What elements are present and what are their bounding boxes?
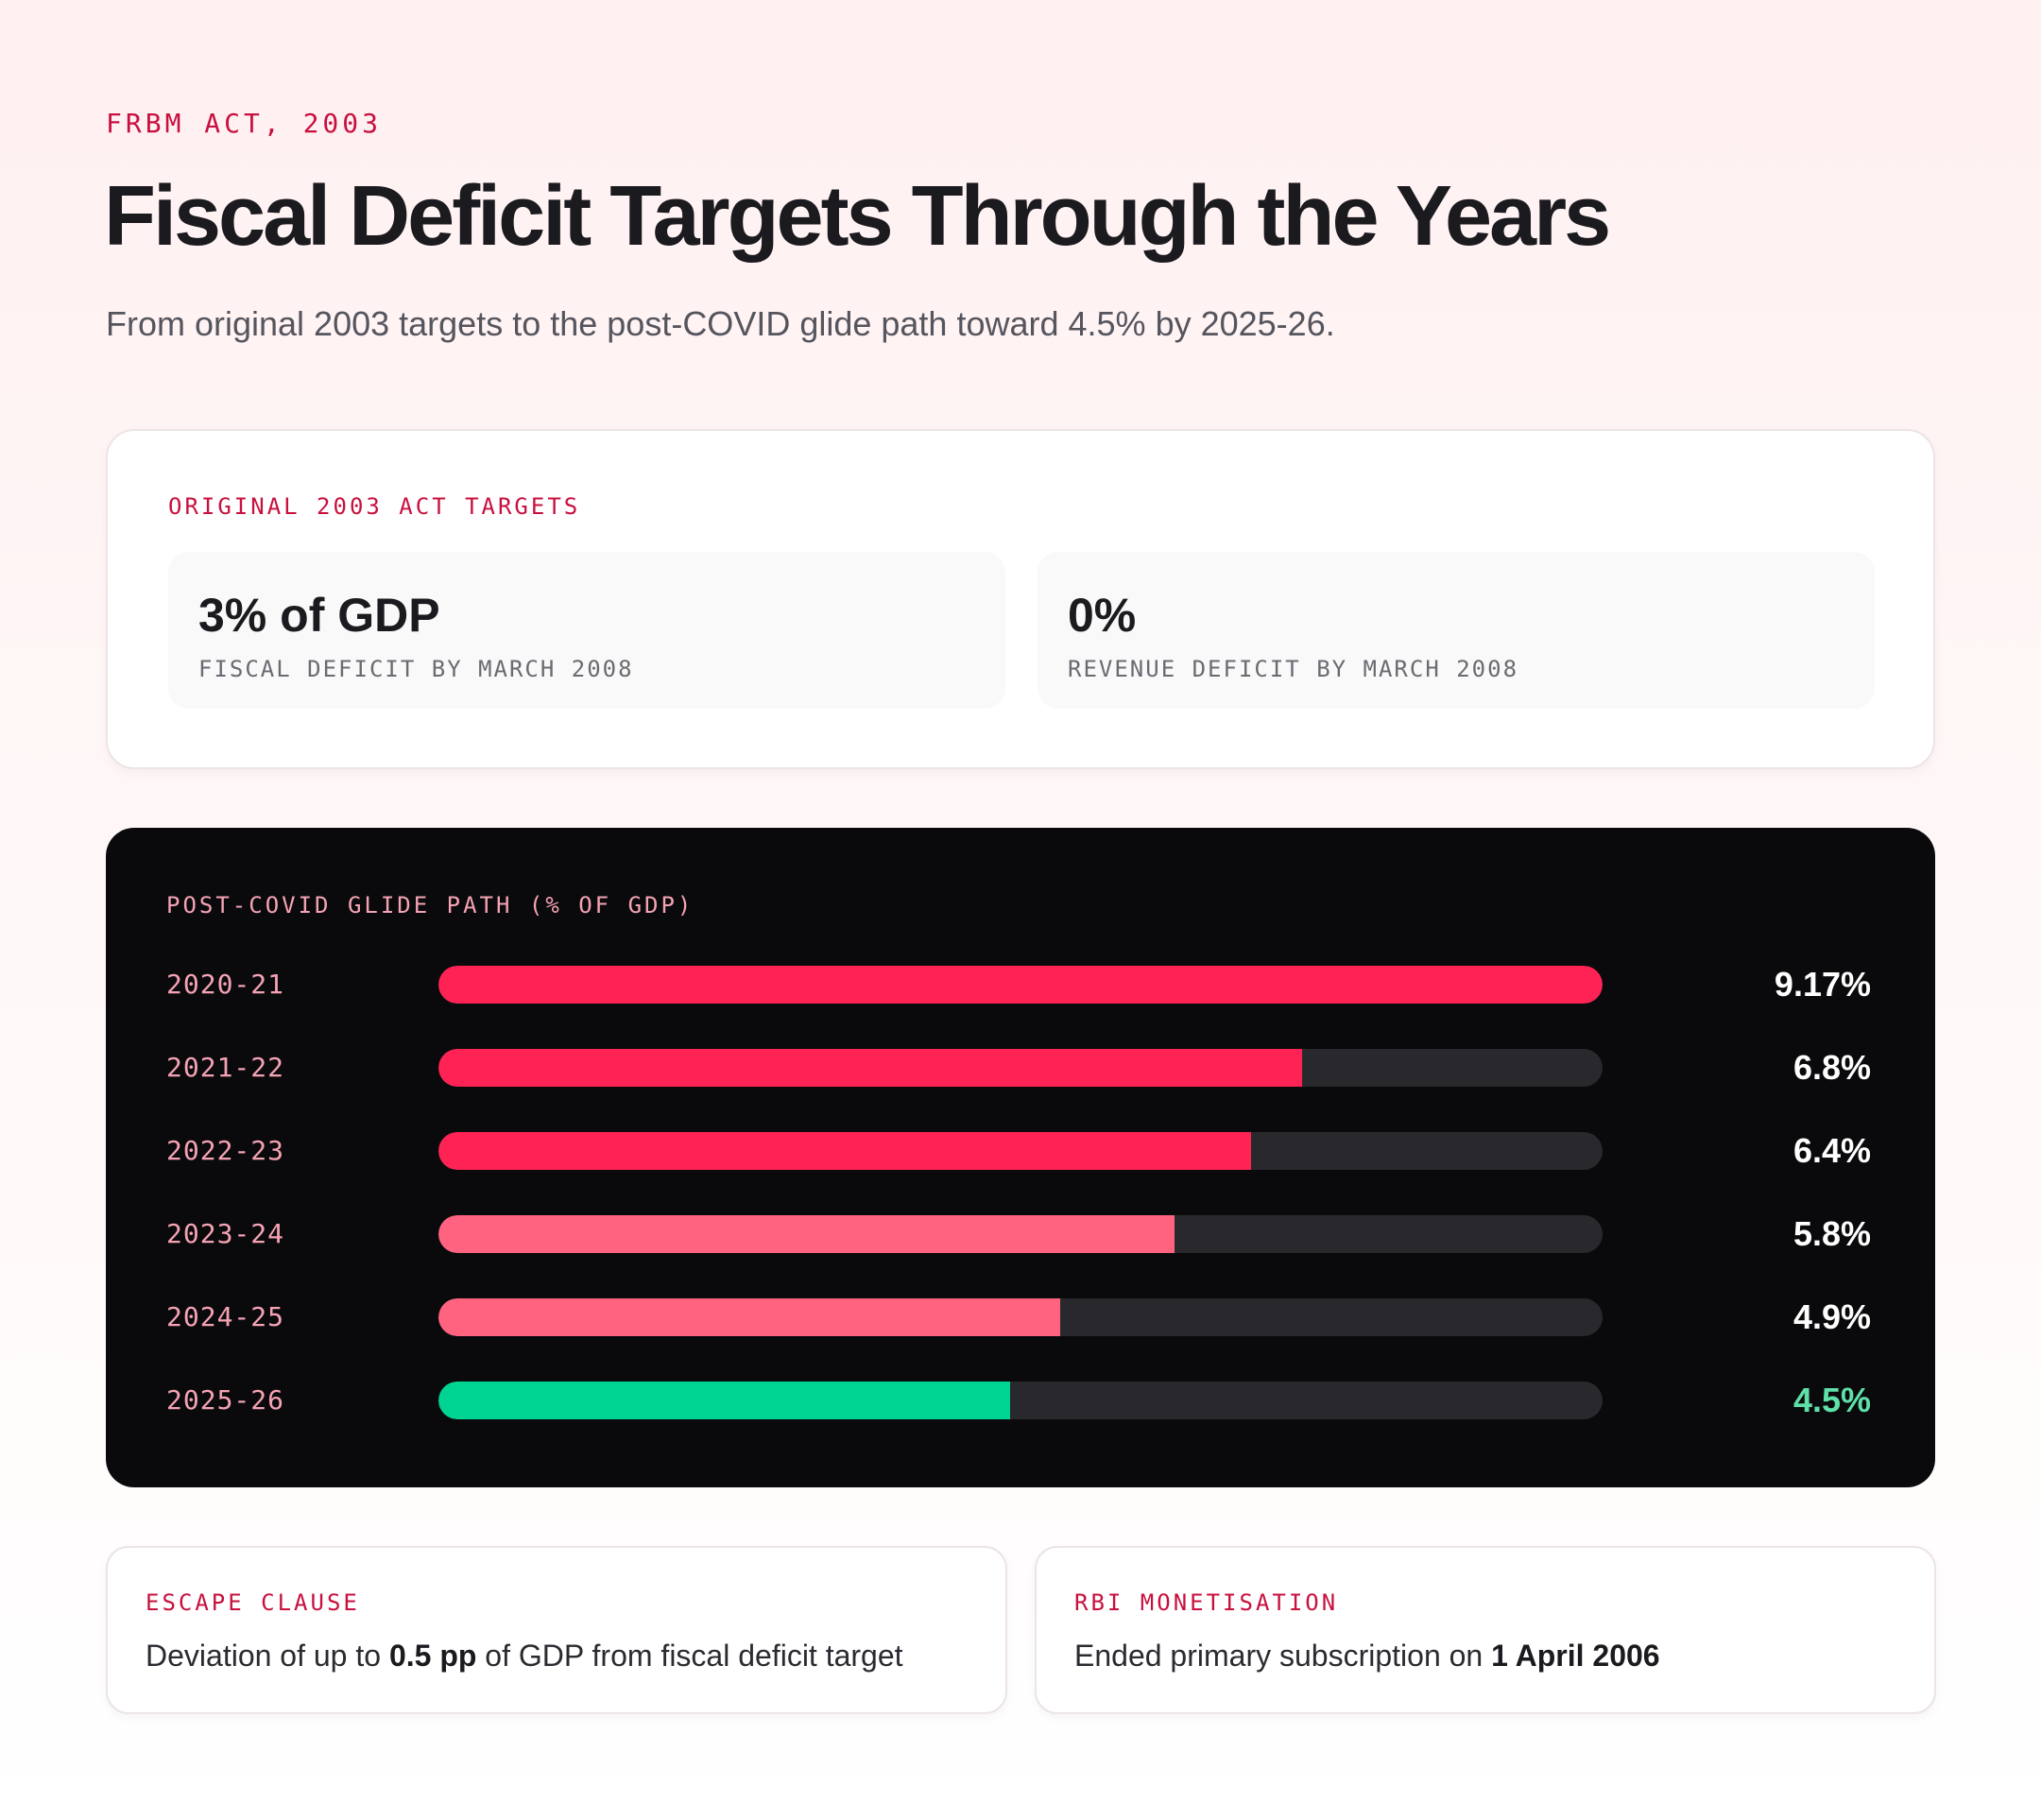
bar-value-label: 5.8%	[1792, 1214, 1871, 1253]
eyebrow: FRBM ACT, 2003	[106, 108, 383, 139]
note-text-pre: Ended primary subscription on	[1074, 1639, 1492, 1673]
revenue-deficit-stat: 0% REVENUE DEFICIT BY MARCH 2008	[1038, 552, 1875, 709]
bar-value-label: 4.5%	[1792, 1381, 1871, 1419]
bar	[438, 966, 1603, 1004]
rbi-monetisation-text: Ended primary subscription on 1 April 20…	[1074, 1639, 1660, 1674]
bar-track	[438, 1382, 1603, 1419]
bar	[438, 1132, 1251, 1170]
note-text-bold: 1 April 2006	[1491, 1639, 1660, 1673]
stat-label: REVENUE DEFICIT BY MARCH 2008	[1068, 656, 1519, 682]
page-subtitle: From original 2003 targets to the post-C…	[106, 304, 1335, 343]
bar-row: 2023-24 5.8%	[106, 1215, 1935, 1253]
bar-row: 2021-22 6.8%	[106, 1049, 1935, 1087]
bar-value-label: 6.8%	[1792, 1048, 1871, 1087]
bar	[438, 1215, 1175, 1253]
note-text-post: of GDP from fiscal deficit target	[476, 1639, 903, 1673]
escape-clause-text: Deviation of up to 0.5 pp of GDP from fi…	[146, 1639, 903, 1674]
chart-title: POST-COVID GLIDE PATH (% OF GDP)	[166, 892, 695, 919]
bar-track	[438, 1215, 1603, 1253]
note-text-bold: 0.5 pp	[388, 1639, 477, 1673]
bar-category-label: 2025-26	[166, 1384, 285, 1416]
bar	[438, 1298, 1061, 1336]
rbi-monetisation-label: RBI MONETISATION	[1074, 1589, 1339, 1616]
bar-value-label: 4.9%	[1792, 1297, 1871, 1336]
bar-row: 2020-21 9.17%	[106, 966, 1935, 1004]
bar-category-label: 2020-21	[166, 969, 285, 1000]
stat-label: FISCAL DEFICIT BY MARCH 2008	[198, 656, 634, 682]
stat-value: 0%	[1068, 589, 1137, 642]
bar-row: 2022-23 6.4%	[106, 1132, 1935, 1170]
bar-category-label: 2023-24	[166, 1218, 285, 1249]
original-targets-label: ORIGINAL 2003 ACT TARGETS	[168, 493, 581, 520]
bar-category-label: 2021-22	[166, 1052, 285, 1083]
bar-category-label: 2024-25	[166, 1301, 285, 1332]
bar-track	[438, 966, 1603, 1004]
bar-row: 2025-26 4.5%	[106, 1382, 1935, 1419]
stat-value: 3% of GDP	[198, 589, 440, 642]
bar-category-label: 2022-23	[166, 1135, 285, 1166]
rbi-monetisation-card: RBI MONETISATION Ended primary subscript…	[1035, 1546, 1936, 1714]
original-targets-card: ORIGINAL 2003 ACT TARGETS 3% of GDP FISC…	[106, 429, 1935, 769]
bar	[438, 1382, 1010, 1419]
escape-clause-label: ESCAPE CLAUSE	[146, 1589, 360, 1616]
bar-value-label: 6.4%	[1792, 1131, 1871, 1170]
note-text-pre: Deviation of up to	[146, 1639, 389, 1673]
bar-track	[438, 1049, 1603, 1087]
fiscal-deficit-stat: 3% of GDP FISCAL DEFICIT BY MARCH 2008	[168, 552, 1005, 709]
bar	[438, 1049, 1302, 1087]
escape-clause-card: ESCAPE CLAUSE Deviation of up to 0.5 pp …	[106, 1546, 1007, 1714]
bar-row: 2024-25 4.9%	[106, 1298, 1935, 1336]
glide-path-chart: POST-COVID GLIDE PATH (% OF GDP) 2020-21…	[106, 828, 1935, 1487]
page-title: Fiscal Deficit Targets Through the Years	[104, 169, 1611, 264]
bar-track	[438, 1132, 1603, 1170]
bar-track	[438, 1298, 1603, 1336]
bar-value-label: 9.17%	[1774, 965, 1871, 1004]
